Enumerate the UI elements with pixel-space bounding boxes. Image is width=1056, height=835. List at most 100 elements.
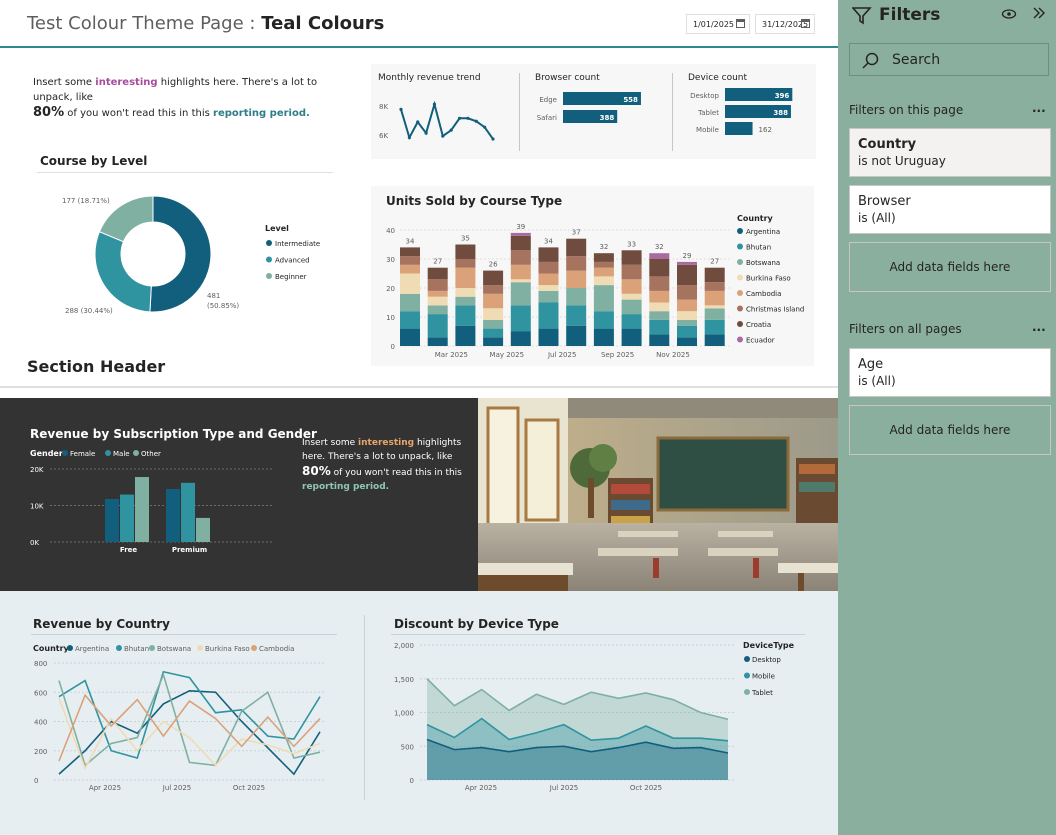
eye-icon[interactable] [1001,8,1017,20]
revenue-subscription-chart[interactable]: Gender Female Male Other 20K 10K 0K Free Premium [28,445,278,557]
y-tick-label: 0 [391,343,395,351]
highlight-part: Insert some [33,77,96,88]
stacked-bar-segment [483,270,504,286]
data-label: (50.85%) [207,302,239,310]
classroom-image [478,398,838,591]
stacked-bar-segment [427,296,448,306]
browser-count-chart[interactable]: Edge 558 Safari 388 [525,92,665,142]
report-canvas: Test Colour Theme Page : Teal Colours 1/… [0,0,838,835]
stacked-bar-segment [455,267,476,288]
legend-label: Mobile [752,673,775,681]
filter-card-country[interactable]: Country is not Uruguay [849,128,1051,177]
filter-search-box[interactable]: Search [849,43,1049,76]
date-start-input[interactable]: 1/01/2025 [686,14,750,34]
highlight-big-number: 80% [33,105,65,120]
stacked-bar-segment [455,288,476,297]
legend-label: Bhutan [124,645,149,653]
data-label: 558 [623,96,638,104]
legend-label: Other [141,450,161,458]
more-options-icon[interactable]: ... [1032,101,1046,115]
add-data-fields-page[interactable]: Add data fields here [849,242,1051,292]
stacked-bar-segment [649,276,670,291]
legend-label: Intermediate [275,240,320,248]
discount-by-device-chart[interactable]: 2,000 1,500 1,000 500 0 Apr 2025 Jul 2025 Oct 2… [390,638,810,798]
stacked-bar-segment [427,337,448,346]
filter-card-browser[interactable]: Browser is (All) [849,185,1051,234]
legend-marker [737,290,743,296]
revenue-by-country-chart[interactable]: Country Argentina Bhutan Botswana Burkina Fa… [28,638,340,798]
stacked-bar-segment [427,314,448,338]
legend-marker [266,273,272,279]
stacked-bar-segment [704,319,725,335]
more-options-icon[interactable]: ... [1032,320,1046,334]
stacked-bar-segment [538,302,559,329]
stacked-bar-segment [483,337,504,346]
monthly-revenue-chart[interactable]: 8K 6K [371,84,511,154]
legend-marker [197,645,203,651]
divider [672,73,673,151]
classroom-illustration [478,398,838,591]
legend-title: Country [33,644,70,653]
divider [37,172,333,173]
category-label: Safari [537,114,557,122]
device-count-chart[interactable]: Desktop 396 Tablet 388 Mobile 162 [678,88,813,148]
filter-card-value: is (All) [858,374,896,388]
legend-marker [744,672,750,679]
revenue-by-country-title: Revenue by Country [33,617,170,631]
y-tick-label: 0 [34,777,38,785]
filter-card-age[interactable]: Age is (All) [849,348,1051,397]
stacked-bar-segment [400,256,420,265]
page-header [0,0,838,48]
stacked-bar-segment [649,259,670,277]
stacked-bar-segment [510,235,531,251]
stacked-bar-segment [538,247,559,262]
stacked-bar-segment [510,232,531,236]
y-tick-label: 40 [386,227,395,235]
bar [105,498,119,542]
bar [725,122,753,135]
course-by-level-chart[interactable]: 481 (50.85%) 288 (30.44%) 177 (18.71%) Level… [37,176,337,336]
calendar-icon[interactable] [801,19,810,28]
stacked-bar-segment [566,238,587,257]
data-label: 27 [710,258,719,266]
pie-slice [149,195,212,313]
filters-pane: Filters Search Filters on this page ... … [838,0,1056,835]
stacked-bar-segment [538,285,559,291]
legend-marker [149,645,155,651]
units-sold-chart[interactable]: 0 10 20 30 40 34 27 35 26 39 34 37 32 33 32 29 27 Mar 202… [371,210,814,366]
stacked-bar-segment [704,308,725,320]
legend-label: Christmas Island [746,306,804,314]
stacked-bar-segment [649,290,670,303]
x-tick-label: May 2025 [490,351,525,359]
filter-icon [852,7,872,25]
page-title-prefix: Test Colour Theme Page : [27,13,262,34]
highlight-emphasis: reporting period. [302,482,390,492]
stacked-bar-segment [649,334,670,346]
stacked-bar-segment [510,282,531,306]
legend-marker [737,243,743,250]
category-label: Desktop [690,92,719,100]
highlight-part: of you won't read this in this [64,108,214,119]
discount-by-device-title: Discount by Device Type [394,617,559,631]
legend-marker [737,274,743,281]
calendar-icon[interactable] [736,19,745,28]
data-point [407,135,411,140]
data-label: 32 [655,243,664,251]
filter-card-name: Age [858,357,884,372]
data-label: 39 [516,223,525,231]
collapse-pane-icon[interactable] [1032,6,1046,20]
legend-marker [251,645,257,651]
category-label: Tablet [697,109,719,117]
y-tick-label: 0 [410,777,414,785]
date-end-input[interactable]: 31/12/2025 [755,14,815,34]
legend-label: Desktop [752,656,781,664]
stacked-bar-segment [649,311,670,320]
stacked-bar-segment [427,279,448,291]
highlight-text-dark: Insert some interesting highlights here.… [302,436,462,494]
legend-label: Cambodia [746,290,781,298]
bar [166,489,180,542]
y-tick-label: 0K [30,539,39,547]
date-end-value: 31/12/2025 [762,20,809,29]
add-data-fields-all[interactable]: Add data fields here [849,405,1051,455]
stacked-bar-segment [704,267,725,283]
